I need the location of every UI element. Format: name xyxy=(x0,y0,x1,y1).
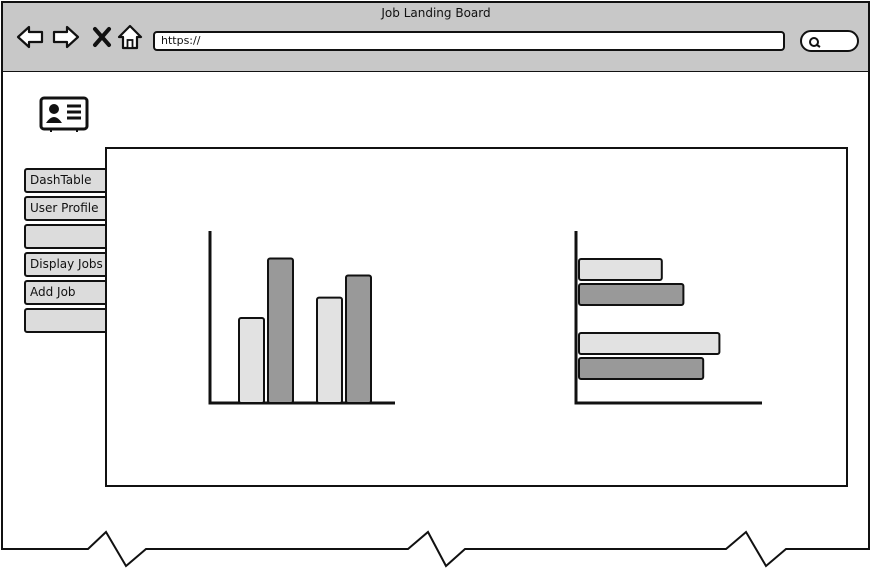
search-icon xyxy=(809,37,821,48)
search-button[interactable] xyxy=(800,30,859,52)
tab-empty-1[interactable] xyxy=(24,224,108,249)
bar xyxy=(578,283,685,306)
bar xyxy=(238,317,265,404)
forward-arrow-icon[interactable] xyxy=(51,22,81,52)
tab-empty-2[interactable] xyxy=(24,308,108,333)
dashboard-panel xyxy=(105,147,848,487)
bar xyxy=(345,274,372,404)
address-bar[interactable]: https:// xyxy=(153,31,785,51)
window-title: Job Landing Board xyxy=(381,6,491,20)
close-icon[interactable] xyxy=(87,22,117,52)
tab-add-job[interactable]: Add Job xyxy=(24,280,108,305)
horizontal-bar-chart xyxy=(574,231,762,405)
bar xyxy=(578,258,663,281)
bar xyxy=(578,332,721,355)
home-icon[interactable] xyxy=(115,22,145,52)
bar xyxy=(578,357,705,380)
tab-display-jobs[interactable]: Display Jobs xyxy=(24,252,108,277)
bar xyxy=(316,296,343,404)
bar xyxy=(267,257,294,404)
vertical-bar-chart xyxy=(208,231,395,405)
back-arrow-icon[interactable] xyxy=(15,22,45,52)
tab-dashtable[interactable]: DashTable xyxy=(24,168,108,193)
chart-axes xyxy=(574,231,762,405)
id-card-icon xyxy=(39,96,89,132)
tab-user-profile[interactable]: User Profile xyxy=(24,196,108,221)
